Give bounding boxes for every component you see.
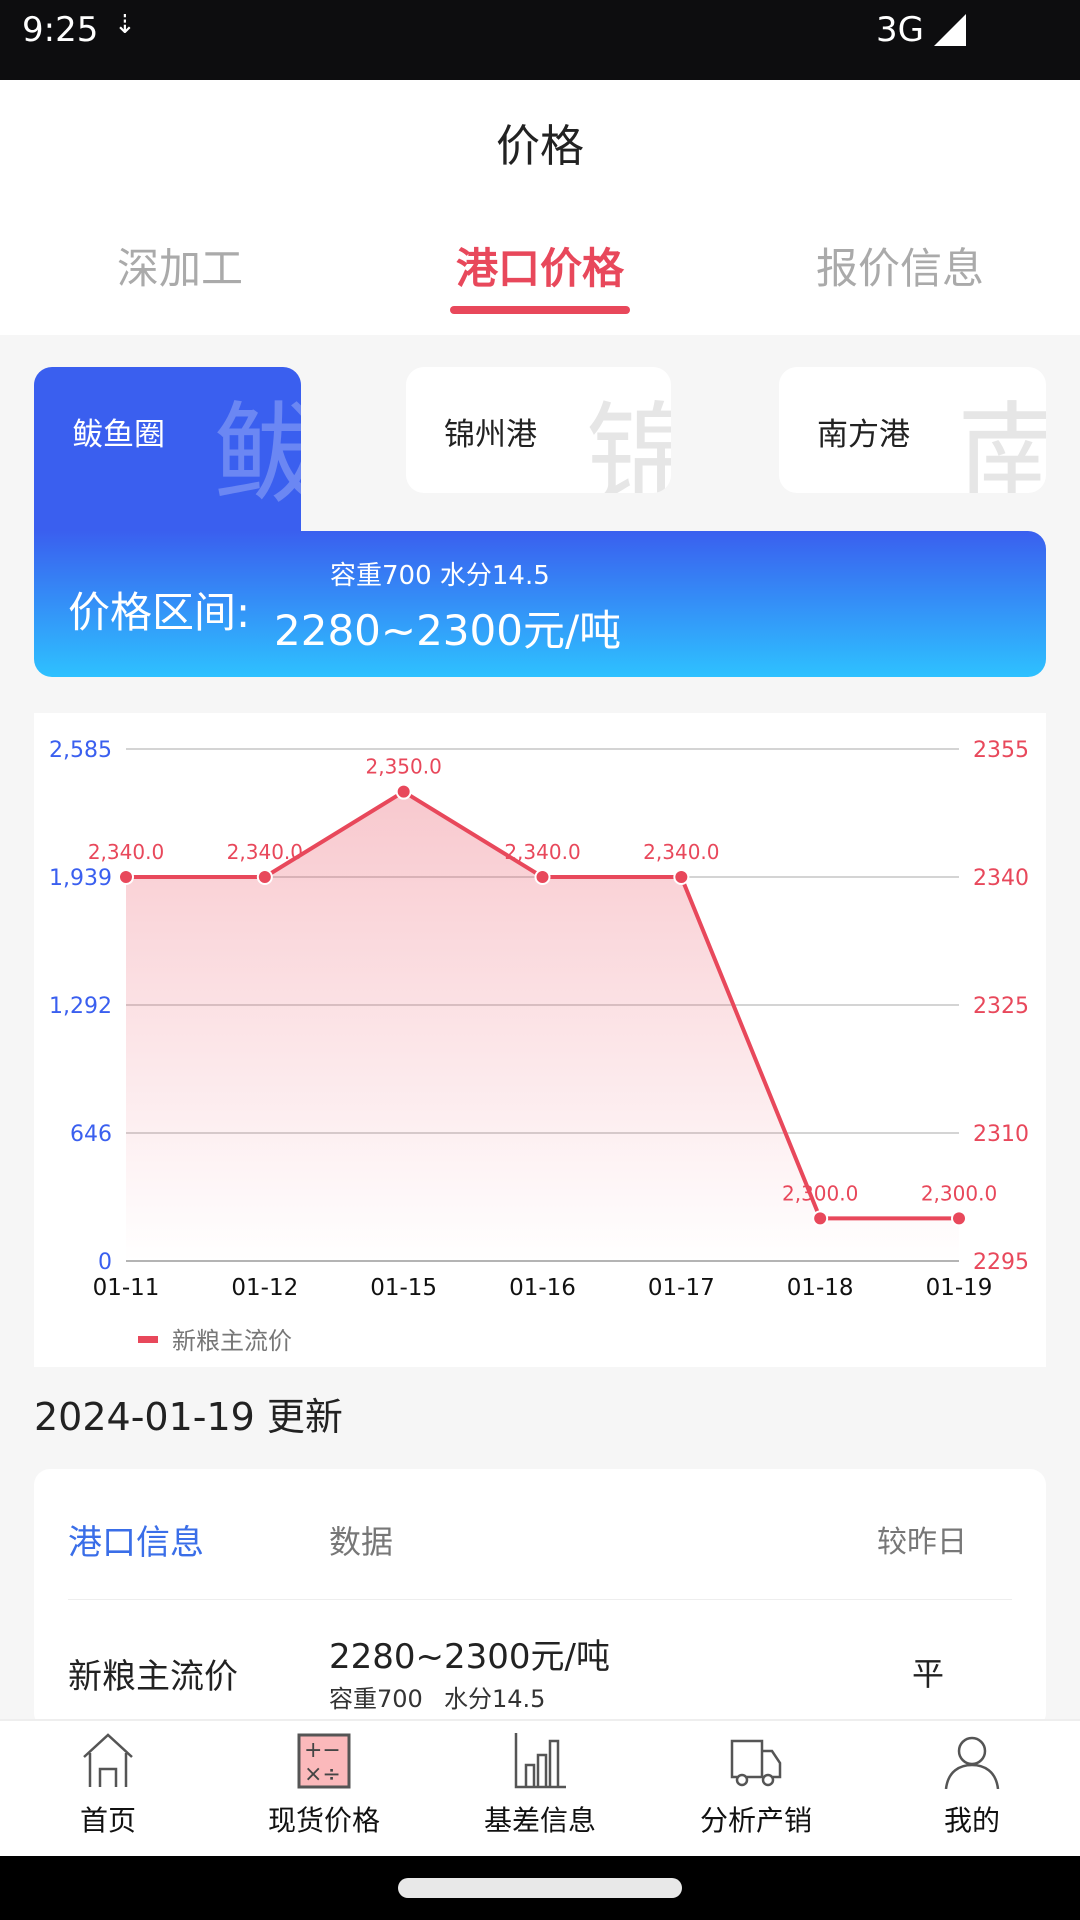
nav-label: 首页 xyxy=(79,1804,136,1837)
chart-svg: 2,585 2355 1,939 2340 1,292 2325 646 2310 0 2295 2… xyxy=(49,738,1029,1355)
nav-mine[interactable]: 我的 xyxy=(864,1721,1080,1858)
row-spec2: 水分14.5 xyxy=(444,1685,546,1713)
row-change: 平 xyxy=(912,1655,945,1693)
tab-underline xyxy=(450,306,630,314)
system-nav-bar xyxy=(0,1856,1080,1920)
price-spec: 容重700 水分14.5 xyxy=(330,561,550,591)
update-date: 2024-01-19 更新 xyxy=(34,1395,343,1439)
tab-quote-info[interactable]: 报价信息 xyxy=(815,244,984,293)
data-point xyxy=(673,869,690,885)
status-bar: 9:25 ⇣ 3G xyxy=(0,0,1080,80)
port-watermark: 鲅 xyxy=(212,391,301,519)
nav-spot-price[interactable]: +− ×÷ 现货价格 xyxy=(216,1721,432,1858)
price-chart: 2,585 2355 1,939 2340 1,292 2325 646 2310 0 2295 2… xyxy=(34,713,1046,1367)
divider xyxy=(68,1599,1012,1600)
calculator-icon: +−×÷ xyxy=(297,1733,351,1789)
download-icon: ⇣ xyxy=(114,10,136,40)
svg-text:+−: +− xyxy=(304,1738,341,1763)
x-axis-tick: 01-11 xyxy=(93,1275,160,1301)
nav-home[interactable]: 首页 xyxy=(0,1721,216,1858)
port-card-bayuquan[interactable]: 鲅鱼圈 鲅 xyxy=(34,367,301,537)
x-axis-tick: 01-19 xyxy=(926,1275,993,1301)
port-watermark: 锦 xyxy=(586,391,671,493)
row-value: 2280~2300元/吨 xyxy=(329,1637,610,1677)
nav-analysis[interactable]: 分析产销 xyxy=(648,1721,864,1858)
home-gesture-handle[interactable] xyxy=(398,1878,682,1898)
x-axis-tick: 01-16 xyxy=(509,1275,576,1301)
home-icon xyxy=(83,1733,133,1787)
data-point xyxy=(395,783,412,800)
nav-label: 现货价格 xyxy=(267,1804,380,1837)
nav-label: 分析产销 xyxy=(699,1804,812,1837)
data-label: 2,350.0 xyxy=(365,755,441,779)
nav-basis-info[interactable]: 基差信息 xyxy=(432,1721,648,1858)
data-label: 2,340.0 xyxy=(504,840,580,864)
data-label: 2,300.0 xyxy=(782,1181,858,1205)
tab-port-price[interactable]: 港口价格 xyxy=(455,244,624,293)
right-axis-tick: 2295 xyxy=(973,1250,1029,1275)
data-label: 2,340.0 xyxy=(643,840,719,864)
price-range-label: 价格区间: xyxy=(68,588,251,637)
data-label: 2,340.0 xyxy=(227,840,303,864)
port-label: 锦州港 xyxy=(444,417,537,453)
truck-icon xyxy=(730,1739,782,1787)
x-axis-tick: 01-15 xyxy=(370,1275,437,1301)
nav-label: 基差信息 xyxy=(483,1804,596,1837)
price-range-banner: 价格区间: 容重700 水分14.5 2280~2300元/吨 xyxy=(34,531,1046,677)
port-label: 鲅鱼圈 xyxy=(72,417,165,453)
page-title: 价格 xyxy=(496,121,584,172)
data-label: 2,340.0 xyxy=(88,840,164,864)
series-area xyxy=(126,791,959,1261)
data-point xyxy=(951,1210,967,1227)
legend-swatch xyxy=(138,1336,158,1343)
legend-label: 新粮主流价 xyxy=(172,1327,292,1355)
row-spec1: 容重700 xyxy=(329,1685,423,1713)
data-point xyxy=(256,869,273,885)
data-point xyxy=(534,869,551,885)
left-axis-tick: 1,939 xyxy=(49,866,112,891)
data-point xyxy=(812,1210,829,1227)
signal-icon xyxy=(934,14,966,46)
left-axis-tick: 646 xyxy=(70,1122,112,1147)
header: 价格 深加工 港口价格 报价信息 xyxy=(0,80,1080,335)
table-header-port: 港口信息 xyxy=(68,1523,204,1563)
port-label: 南方港 xyxy=(817,417,910,453)
left-axis-tick: 2,585 xyxy=(49,738,112,763)
port-card-jinzhou[interactable]: 锦州港 锦 xyxy=(406,367,671,493)
port-watermark: 南 xyxy=(957,391,1046,493)
table-header-data: 数据 xyxy=(329,1523,394,1561)
tab-deep-processing[interactable]: 深加工 xyxy=(116,244,243,293)
right-axis-tick: 2340 xyxy=(973,866,1029,891)
left-axis-tick: 0 xyxy=(98,1250,112,1275)
x-axis-tick: 01-17 xyxy=(648,1275,715,1301)
bottom-nav: 首页 +− ×÷ 现货价格 基差信息 分析产销 我的 xyxy=(0,1719,1080,1856)
row-name: 新粮主流价 xyxy=(68,1657,238,1697)
data-label: 2,300.0 xyxy=(921,1181,997,1205)
x-axis-tick: 01-18 xyxy=(787,1275,854,1301)
x-axis-tick: 01-12 xyxy=(231,1275,298,1301)
network-type: 3G xyxy=(876,10,924,50)
svg-text:×÷: ×÷ xyxy=(304,1762,341,1787)
bar-chart-icon xyxy=(514,1733,566,1789)
status-time: 9:25 xyxy=(22,10,99,50)
port-card-south[interactable]: 南方港 南 xyxy=(779,367,1046,493)
price-range-value: 2280~2300元/吨 xyxy=(274,606,622,655)
right-axis-tick: 2310 xyxy=(973,1122,1029,1147)
user-icon xyxy=(944,1736,1000,1789)
left-axis-tick: 1,292 xyxy=(49,994,112,1019)
right-axis-tick: 2355 xyxy=(973,738,1029,763)
table-header-change: 较昨日 xyxy=(877,1525,967,1560)
nav-label: 我的 xyxy=(943,1804,1000,1837)
port-info-table: 港口信息 数据 较昨日 新粮主流价 2280~2300元/吨 容重700 水分1… xyxy=(34,1469,1046,1729)
right-axis-tick: 2325 xyxy=(973,994,1029,1019)
data-point xyxy=(118,869,134,885)
